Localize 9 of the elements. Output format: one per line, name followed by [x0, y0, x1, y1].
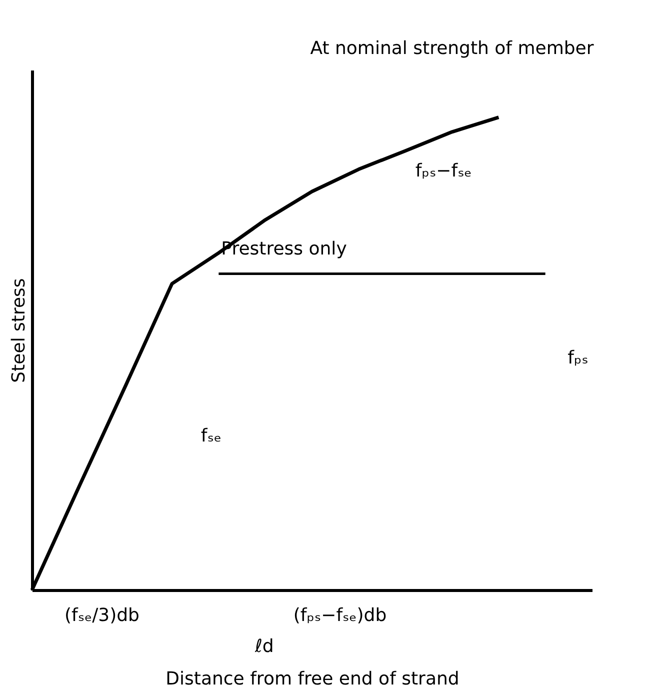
annotation: fₚₛ	[568, 348, 588, 369]
annotation: fₛₑ	[200, 426, 222, 447]
y-axis-title: Steel stress	[8, 278, 30, 383]
text: (fₛₑ/3)db	[64, 605, 140, 626]
text: (fₚₛ−fₛₑ)db	[293, 605, 387, 626]
annotation: fₚₛ−fₛₑ	[415, 160, 472, 182]
x-axis-title: Distance from free end of strand	[166, 668, 460, 690]
text: ℓd	[254, 636, 274, 658]
text: At nominal strength of member	[310, 38, 594, 60]
